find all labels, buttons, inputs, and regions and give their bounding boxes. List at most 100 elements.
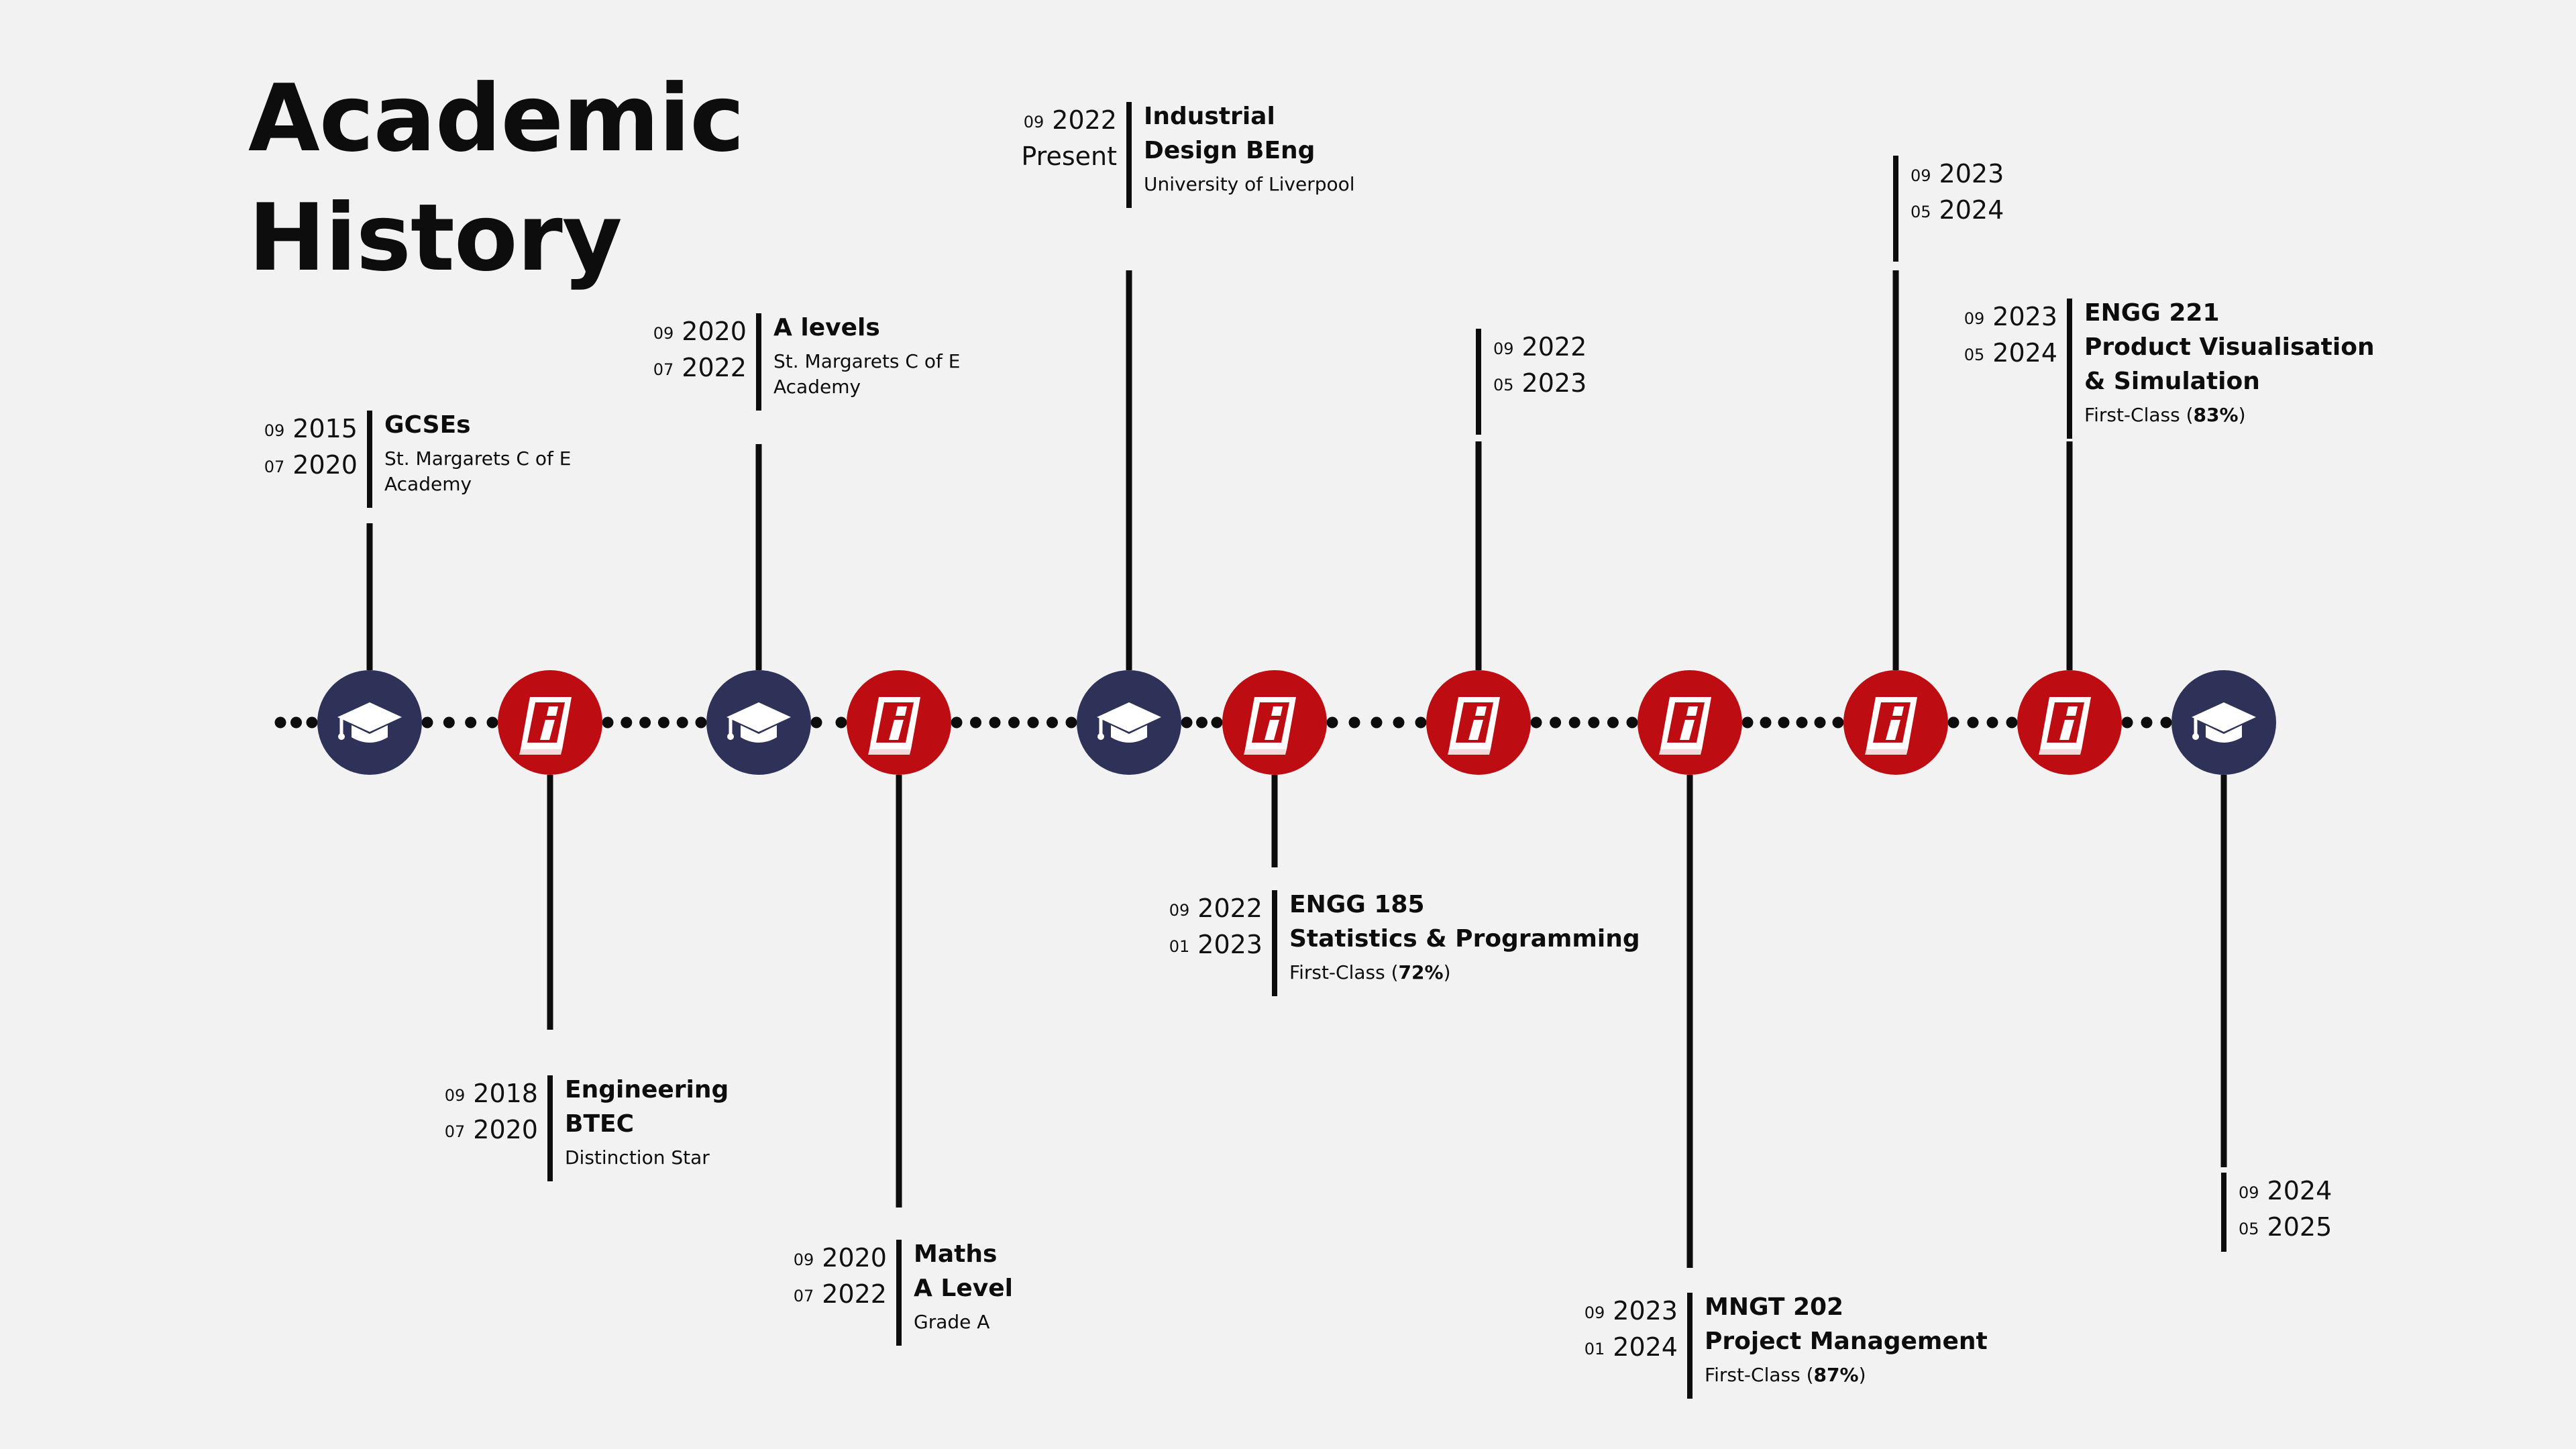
timeline-dot bbox=[695, 716, 707, 729]
timeline-node bbox=[847, 670, 951, 775]
timeline-dot bbox=[1065, 716, 1077, 729]
timeline-dot bbox=[676, 716, 688, 729]
entry-heading: Engineering bbox=[565, 1076, 729, 1104]
end-year: 2023 bbox=[1197, 930, 1263, 959]
entry-divider bbox=[1126, 102, 1132, 208]
entry-dates: 09 2015 07 2020 bbox=[183, 411, 358, 483]
entry-info: Industrial Design BEng University of Liver… bbox=[1144, 99, 1355, 197]
end-year: 2024 bbox=[1992, 338, 2057, 368]
end-month: 05 bbox=[1911, 203, 1931, 221]
start-month: 09 bbox=[2239, 1183, 2259, 1202]
entry-heading: Maths bbox=[914, 1240, 998, 1268]
timeline-dot bbox=[2121, 716, 2133, 729]
entry-dates: 09 2020 07 2022 bbox=[712, 1240, 887, 1312]
end-month: 05 bbox=[2239, 1220, 2259, 1238]
entry-heading: Design BEng bbox=[1144, 137, 1316, 164]
entry-dates: 09 2022 05 2023 bbox=[1493, 329, 1668, 401]
end-year: 2024 bbox=[1613, 1332, 1678, 1362]
entry-subtitle: St. Margarets C of E Academy bbox=[384, 447, 572, 495]
timeline-dot bbox=[1814, 716, 1826, 729]
start-month: 09 bbox=[1584, 1303, 1605, 1322]
entry-heading: ENGG 221 bbox=[2084, 299, 2220, 327]
entry-info: ENGG 185 Statistics & Programming First-Cl… bbox=[1289, 888, 1640, 985]
start-month: 09 bbox=[1169, 901, 1190, 920]
timeline-dot bbox=[1211, 716, 1223, 729]
entry-divider bbox=[1893, 156, 1898, 262]
end-year: 2022 bbox=[682, 353, 747, 382]
timeline-dot bbox=[1008, 716, 1020, 729]
start-year: 2015 bbox=[292, 414, 358, 443]
start-year: 2023 bbox=[1992, 302, 2057, 331]
timeline-dot bbox=[835, 716, 847, 729]
connector-lines bbox=[366, 270, 2227, 1268]
timeline-dot bbox=[1326, 716, 1338, 729]
start-date: 09 2022 bbox=[1493, 329, 1668, 365]
timeline-node bbox=[1222, 670, 1327, 775]
timeline-node bbox=[706, 670, 811, 775]
end-month: 05 bbox=[1964, 345, 1985, 364]
entry-grade: 87% bbox=[1813, 1364, 1859, 1386]
entry-divider bbox=[2067, 299, 2072, 439]
entry-subtitle: St. Margarets C of E Academy bbox=[773, 350, 961, 398]
end-date: 01 2023 bbox=[1088, 926, 1263, 963]
entry-divider bbox=[367, 411, 372, 508]
timeline-dot bbox=[1348, 716, 1360, 729]
start-year: 2023 bbox=[1613, 1296, 1678, 1326]
end-month: 07 bbox=[793, 1287, 814, 1305]
timeline-dot bbox=[1393, 716, 1405, 729]
entry-info: A levels St. Margarets C of E Academy bbox=[773, 311, 960, 400]
timeline-node bbox=[498, 670, 602, 775]
timeline-dot bbox=[1415, 716, 1427, 729]
timeline-dot bbox=[465, 716, 477, 729]
entry-dates: 09 2022 01 2023 bbox=[1088, 890, 1263, 963]
timeline-dot bbox=[1986, 716, 1998, 729]
timeline-node bbox=[1077, 670, 1181, 775]
entry-heading: A Level bbox=[914, 1275, 1013, 1302]
start-date: 09 2024 bbox=[2239, 1173, 2413, 1209]
end-date: 07 2020 bbox=[183, 447, 358, 483]
start-year: 2023 bbox=[1939, 159, 2004, 189]
timeline-dot bbox=[1371, 716, 1383, 729]
start-date: 09 2022 bbox=[849, 102, 1117, 138]
timeline-dot bbox=[1760, 716, 1772, 729]
entry-subtitle: First-Class (72%) bbox=[1289, 961, 1451, 983]
entry-divider bbox=[896, 1240, 902, 1346]
entry-heading: Project Management bbox=[1705, 1328, 1988, 1355]
start-month: 09 bbox=[1911, 166, 1931, 185]
start-year: 2022 bbox=[1197, 894, 1263, 923]
end-date: 05 2023 bbox=[1493, 365, 1668, 401]
entry-heading: ENGG 185 bbox=[1289, 891, 1425, 918]
entry-divider bbox=[1687, 1293, 1693, 1399]
end-month: 01 bbox=[1169, 937, 1190, 956]
entry-grade: 83% bbox=[2193, 404, 2239, 426]
timeline-dot bbox=[1550, 716, 1562, 729]
timeline-dot bbox=[306, 716, 318, 729]
end-month: 07 bbox=[444, 1122, 466, 1141]
end-year: 2020 bbox=[292, 450, 358, 480]
start-month: 09 bbox=[444, 1086, 466, 1105]
timeline-dot bbox=[970, 716, 981, 729]
timeline-dot bbox=[951, 716, 963, 729]
end-date: 07 2020 bbox=[364, 1112, 538, 1148]
entry-info: ENGG 221 Product Visualisation & Simulatio… bbox=[2084, 296, 2375, 428]
entry-subtitle: University of Liverpool bbox=[1144, 173, 1355, 195]
entry-divider bbox=[1476, 329, 1481, 435]
start-year: 2018 bbox=[473, 1079, 538, 1108]
timeline-dot bbox=[1947, 716, 1960, 729]
timeline-dot bbox=[486, 716, 498, 729]
title-line-1: Academic bbox=[248, 64, 745, 172]
timeline-node bbox=[2171, 670, 2276, 775]
timeline-node bbox=[1426, 670, 1531, 775]
entry-dates: 09 2018 07 2020 bbox=[364, 1075, 538, 1148]
timeline-dot bbox=[639, 716, 651, 729]
end-date: 01 2024 bbox=[1503, 1329, 1678, 1365]
entry-info: GCSEs St. Margarets C of E Academy bbox=[384, 408, 571, 497]
page-title: Academic History bbox=[248, 59, 745, 298]
title-line-2: History bbox=[248, 184, 623, 292]
timeline-dot bbox=[1196, 716, 1208, 729]
end-month: 01 bbox=[1584, 1340, 1605, 1358]
entry-dates: 09 2023 05 2024 bbox=[1911, 156, 2085, 228]
timeline-dots bbox=[274, 716, 2172, 729]
end-date: 05 2024 bbox=[1883, 335, 2057, 371]
timeline-dot bbox=[1181, 716, 1193, 729]
